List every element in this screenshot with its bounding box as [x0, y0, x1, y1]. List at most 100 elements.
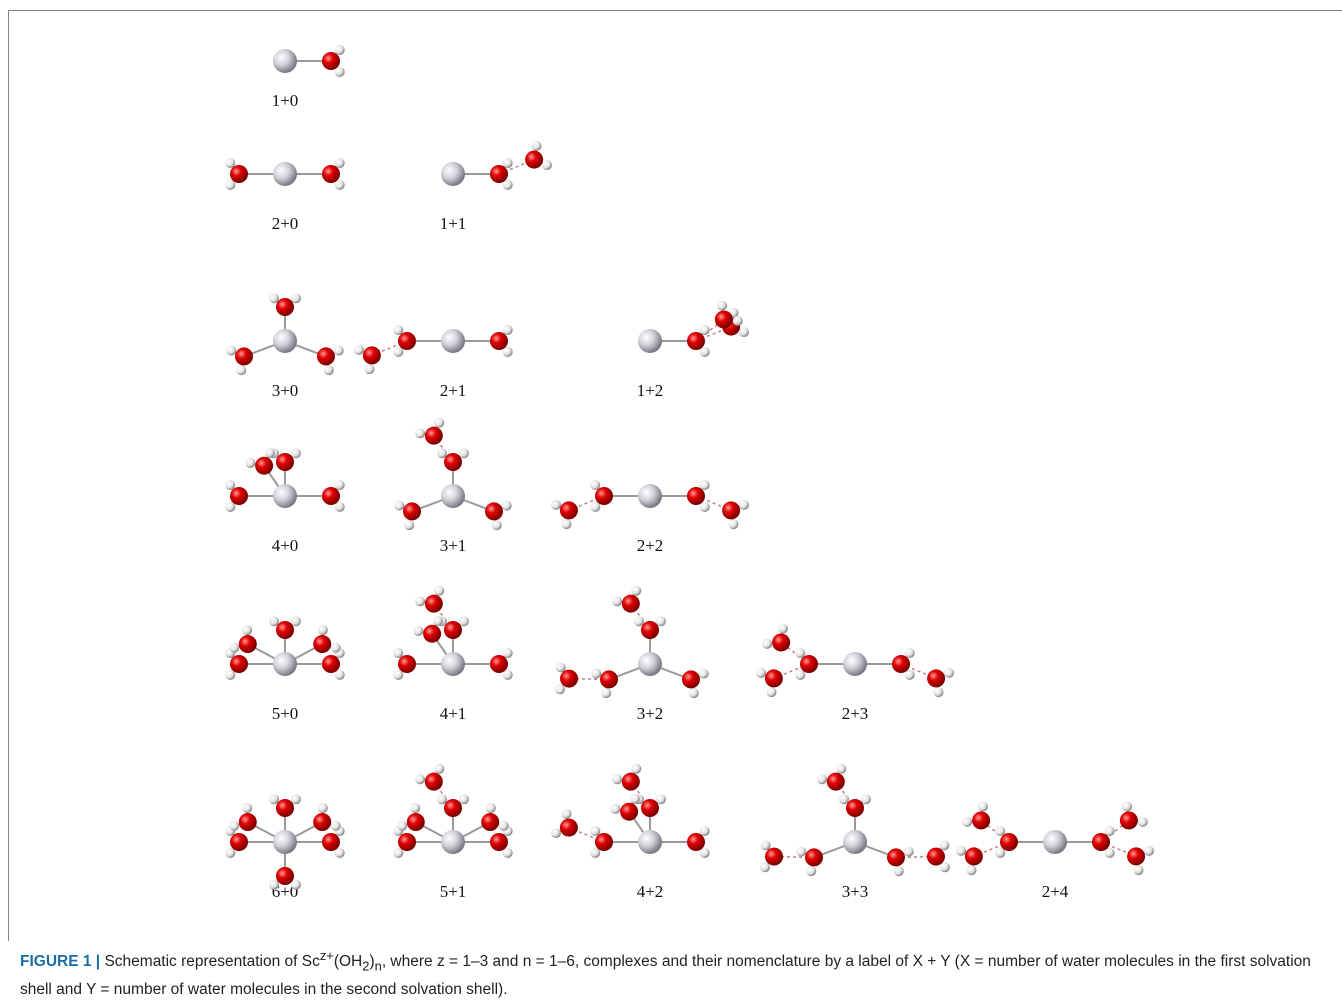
- hydrogen-atom: [795, 670, 805, 680]
- hydrogen-atom: [503, 180, 513, 190]
- hydrogen-atom: [756, 668, 766, 678]
- hydrogen-atom: [995, 826, 1005, 836]
- oxygen-atom: [687, 487, 705, 505]
- hydrogen-atom: [393, 670, 403, 680]
- oxygen-atom: [887, 848, 905, 866]
- hydrogen-atom: [434, 764, 444, 774]
- oxygen-atom: [276, 867, 294, 885]
- oxygen-atom: [322, 655, 340, 673]
- hydrogen-atom: [1122, 802, 1132, 812]
- hydrogen-atom: [631, 764, 641, 774]
- hydrogen-atom: [393, 648, 403, 658]
- hydrogen-atom: [394, 501, 404, 511]
- hydrogen-atom: [767, 687, 777, 697]
- oxygen-atom: [525, 151, 543, 169]
- oxygen-atom: [490, 165, 508, 183]
- oxygen-atom: [313, 813, 331, 831]
- oxygen-atom: [425, 427, 443, 445]
- hydrogen-atom: [335, 45, 345, 55]
- hydrogen-atom: [486, 803, 496, 813]
- oxygen-atom: [313, 635, 331, 653]
- hydrogen-atom: [437, 448, 447, 458]
- hydrogen-atom: [236, 365, 246, 375]
- hydrogen-atom: [933, 687, 943, 697]
- oxygen-atom: [230, 165, 248, 183]
- hydrogen-atom: [956, 846, 966, 856]
- oxygen-atom: [927, 669, 945, 687]
- hydrogen-atom: [612, 774, 622, 784]
- scandium-atom: [273, 484, 297, 508]
- hydrogen-atom: [225, 180, 235, 190]
- hydrogen-atom: [335, 480, 345, 490]
- hydrogen-atom: [978, 802, 988, 812]
- hydrogen-atom: [415, 428, 425, 438]
- hydrogen-atom: [434, 418, 444, 428]
- oxygen-atom: [407, 813, 425, 831]
- hydrogen-atom: [335, 848, 345, 858]
- hydrogen-atom: [492, 520, 502, 530]
- oxygen-atom: [481, 813, 499, 831]
- oxygen-atom: [715, 310, 733, 328]
- oxygen-atom: [255, 457, 273, 475]
- oxygen-atom: [965, 847, 983, 865]
- hydrogen-atom: [365, 364, 375, 374]
- oxygen-atom: [800, 655, 818, 673]
- hydrogen-atom: [291, 880, 301, 890]
- oxygen-atom: [827, 773, 845, 791]
- hydrogen-atom: [551, 828, 561, 838]
- hydrogen-atom: [269, 616, 279, 626]
- oxygen-atom: [595, 833, 613, 851]
- hydrogen-atom: [433, 616, 443, 626]
- oxygen-atom: [276, 799, 294, 817]
- oxygen-atom: [722, 501, 740, 519]
- structure-label: 1+1: [440, 214, 467, 233]
- oxygen-atom: [363, 346, 381, 364]
- hydrogen-atom: [410, 803, 420, 813]
- hydrogen-atom: [610, 804, 620, 814]
- hydrogen-atom: [318, 625, 328, 635]
- hydrogen-atom: [291, 794, 301, 804]
- hydrogen-atom: [459, 616, 469, 626]
- hydrogen-atom: [225, 670, 235, 680]
- hydrogen-atom: [967, 865, 977, 875]
- oxygen-atom: [765, 669, 783, 687]
- caption-label: FIGURE 1 |: [20, 953, 100, 970]
- hydrogen-atom: [590, 826, 600, 836]
- hydrogen-atom: [700, 848, 710, 858]
- hydrogen-atom: [590, 480, 600, 490]
- scandium-atom: [441, 484, 465, 508]
- oxygen-atom: [1000, 833, 1018, 851]
- hydrogen-atom: [269, 293, 279, 303]
- scandium-atom: [843, 652, 867, 676]
- hydrogen-atom: [291, 448, 301, 458]
- oxygen-atom: [560, 501, 578, 519]
- hydrogen-atom: [397, 821, 407, 831]
- hydrogen-atom: [531, 141, 541, 151]
- hydrogen-atom: [590, 848, 600, 858]
- oxygen-atom: [403, 502, 421, 520]
- hydrogen-atom: [242, 625, 252, 635]
- hydrogen-atom: [700, 347, 710, 357]
- hydrogen-atom: [700, 502, 710, 512]
- hydrogen-atom: [699, 669, 709, 679]
- hydrogen-atom: [335, 180, 345, 190]
- hydrogen-atom: [562, 519, 572, 529]
- oxygen-atom: [490, 332, 508, 350]
- structure-label: 2+3: [842, 704, 869, 723]
- oxygen-atom: [230, 655, 248, 673]
- structure-label: 3+2: [637, 704, 664, 723]
- hydrogen-atom: [861, 794, 871, 804]
- hydrogen-atom: [656, 616, 666, 626]
- hydrogen-atom: [331, 821, 341, 831]
- hydrogen-atom: [551, 500, 561, 510]
- scandium-atom: [843, 830, 867, 854]
- hydrogen-atom: [415, 596, 425, 606]
- oxygen-atom: [560, 819, 578, 837]
- hydrogen-atom: [331, 643, 341, 653]
- hydrogen-atom: [542, 160, 552, 170]
- scandium-atom: [273, 49, 297, 73]
- oxygen-atom: [322, 52, 340, 70]
- structure-label: 5+1: [440, 882, 467, 901]
- oxygen-atom: [398, 833, 416, 851]
- oxygen-atom: [322, 165, 340, 183]
